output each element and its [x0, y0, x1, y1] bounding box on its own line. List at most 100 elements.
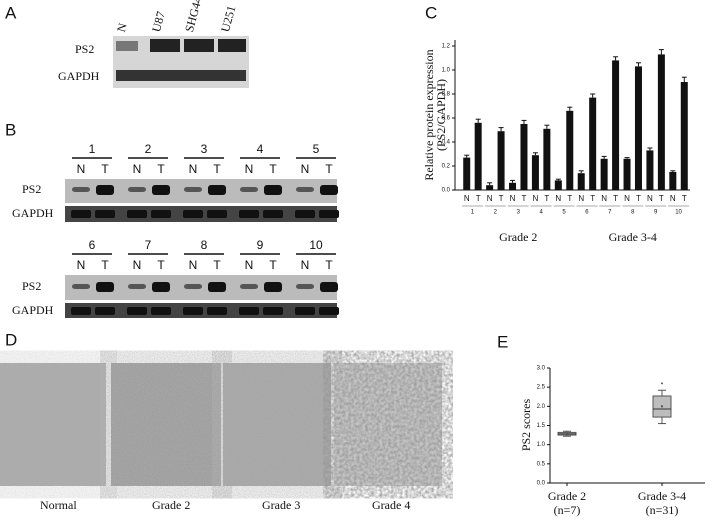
- sample-label: 7: [145, 238, 152, 252]
- bar: [589, 97, 597, 190]
- band: [263, 210, 283, 218]
- band: [319, 307, 339, 315]
- band: [71, 307, 91, 315]
- group-label: Grade 2: [499, 230, 537, 244]
- panel-letter: E: [497, 332, 508, 351]
- band: [116, 41, 138, 51]
- band: [208, 185, 226, 195]
- bar: [486, 185, 494, 190]
- x-tick-label: N: [601, 194, 607, 203]
- x-tick-label: T: [499, 194, 504, 203]
- n-label: (n=7): [554, 503, 581, 517]
- x-tick-label: T: [522, 194, 527, 203]
- band: [152, 185, 170, 195]
- x-tick-label: N: [510, 194, 516, 203]
- pair-label: 10: [675, 210, 682, 216]
- band: [95, 307, 115, 315]
- lane-label: T: [157, 258, 165, 272]
- band: [319, 210, 339, 218]
- pair-label: 5: [562, 210, 566, 216]
- band: [184, 187, 202, 192]
- row-label: GAPDH: [58, 69, 100, 83]
- bar: [612, 60, 620, 191]
- band: [95, 210, 115, 218]
- x-tick-label: Grade 3-4: [638, 489, 686, 503]
- pair-label: 8: [631, 210, 635, 216]
- y-tick-label: 2.0: [537, 404, 546, 410]
- band: [263, 307, 283, 315]
- band: [71, 210, 91, 218]
- lane-label: U87: [149, 10, 168, 34]
- image-label: Grade 2: [152, 498, 190, 512]
- sample-label: 1: [89, 142, 96, 156]
- band: [96, 185, 114, 195]
- lane-label: T: [101, 162, 109, 176]
- x-tick-label: N: [647, 194, 653, 203]
- band: [240, 187, 258, 192]
- band: [264, 185, 282, 195]
- lane-label: T: [157, 162, 165, 176]
- y-tick-label: 1.2: [442, 44, 451, 50]
- x-tick-label: N: [487, 194, 493, 203]
- bar: [566, 110, 574, 190]
- lane-label: T: [325, 162, 333, 176]
- x-tick-label: T: [636, 194, 641, 203]
- y-tick-label: 1.0: [537, 442, 546, 448]
- lane-label: N: [189, 162, 198, 176]
- band: [240, 284, 258, 289]
- band: [72, 187, 90, 192]
- sample-label: 10: [309, 238, 323, 252]
- pair-label: 3: [517, 210, 521, 216]
- bar: [680, 82, 688, 190]
- pair-label: 6: [585, 210, 589, 216]
- band: [239, 210, 259, 218]
- bar: [531, 155, 539, 190]
- sample-label: 6: [89, 238, 96, 252]
- y-tick-label: 0.0: [442, 188, 451, 194]
- sample-label: 4: [257, 142, 264, 156]
- lane-label: N: [245, 258, 254, 272]
- band: [183, 210, 203, 218]
- y-tick-label: 3.0: [537, 366, 546, 372]
- y-tick-label: 1.5: [537, 423, 546, 429]
- y-tick-label: 0.0: [537, 481, 546, 487]
- bar: [497, 131, 505, 190]
- x-tick-label: N: [533, 194, 539, 203]
- pair-label: 9: [654, 210, 658, 216]
- pair-label: 7: [608, 210, 612, 216]
- row-label: PS2: [22, 279, 41, 293]
- lane-label: N: [301, 258, 310, 272]
- y-axis-label: Relative protein expression: [422, 49, 436, 180]
- sample-label: 9: [257, 238, 264, 252]
- x-tick-label: T: [544, 194, 549, 203]
- row-label: PS2: [75, 42, 94, 56]
- band: [128, 187, 146, 192]
- sample-label: 2: [145, 142, 152, 156]
- band: [127, 210, 147, 218]
- band: [296, 187, 314, 192]
- sample-label: 3: [201, 142, 208, 156]
- mean: [661, 405, 663, 408]
- x-tick-label: T: [590, 194, 595, 203]
- band: [239, 307, 259, 315]
- bar: [600, 158, 608, 190]
- x-tick-label: T: [659, 194, 664, 203]
- lane-label: T: [269, 258, 277, 272]
- bar: [474, 122, 482, 190]
- band: [320, 185, 338, 195]
- y-tick-label: 0.6: [442, 116, 451, 122]
- panel-letter: B: [5, 120, 16, 139]
- pair-label: 1: [471, 210, 475, 216]
- bar: [634, 66, 642, 190]
- band: [184, 39, 214, 52]
- bar: [577, 173, 585, 190]
- y-tick-label: 0.4: [442, 140, 451, 146]
- bar: [669, 172, 677, 190]
- y-tick-label: 0.5: [537, 461, 546, 467]
- y-tick-label: 2.5: [537, 385, 546, 391]
- row-label: GAPDH: [12, 206, 54, 220]
- bar: [463, 157, 471, 190]
- x-tick-label: T: [613, 194, 618, 203]
- y-tick-label: 0.8: [442, 92, 451, 98]
- lane-label: N: [301, 162, 310, 176]
